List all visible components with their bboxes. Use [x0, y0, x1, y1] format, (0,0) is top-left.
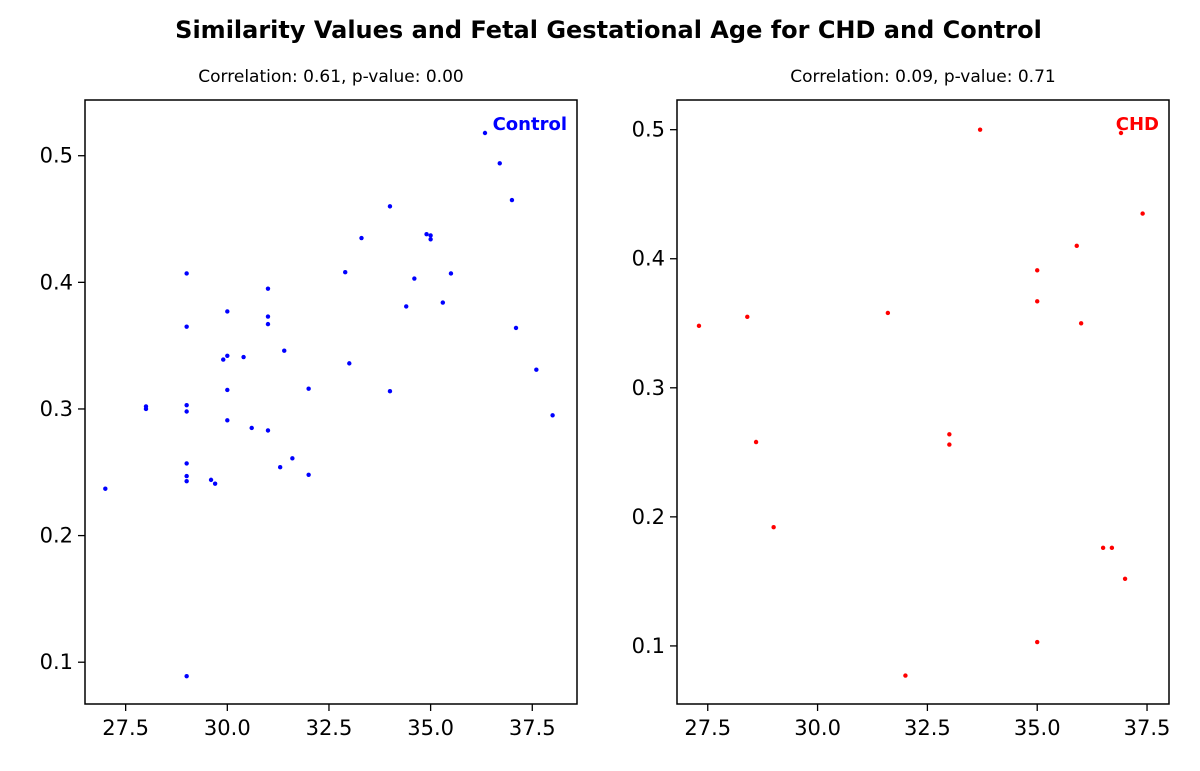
legend-label: CHD [1116, 114, 1159, 135]
data-point [265, 286, 271, 291]
data-point [184, 673, 189, 679]
data-point [947, 442, 952, 447]
legend-label: Control [493, 114, 567, 135]
data-point [1035, 268, 1040, 273]
x-tick-label: 32.5 [904, 716, 951, 740]
data-point [977, 127, 983, 132]
data-point [947, 432, 952, 437]
data-point [404, 304, 409, 309]
y-tick-label: 0.3 [632, 376, 665, 400]
y-tick-label: 0.2 [40, 524, 73, 548]
data-point [225, 353, 230, 358]
data-point [1078, 321, 1084, 326]
data-point [221, 357, 226, 362]
data-point [184, 409, 189, 414]
data-point [277, 465, 283, 470]
subplot-title: Correlation: 0.61, p-value: 0.00 [198, 67, 463, 87]
data-point [412, 276, 417, 281]
y-tick-label: 0.5 [632, 118, 665, 142]
data-point [343, 270, 348, 275]
x-tick-label: 30.0 [794, 716, 841, 740]
data-point [359, 235, 364, 241]
data-point [306, 472, 311, 478]
x-tick-label: 35.0 [407, 716, 454, 740]
data-point [448, 271, 454, 276]
x-tick-label: 30.0 [204, 716, 251, 740]
data-point [903, 673, 908, 678]
y-tick-label: 0.5 [40, 144, 73, 168]
data-point [208, 477, 214, 483]
data-point [265, 428, 271, 433]
data-point [550, 413, 555, 418]
data-point [249, 425, 254, 431]
data-point [184, 271, 189, 276]
data-point [387, 389, 393, 394]
data-point [184, 324, 189, 329]
x-tick-label: 37.5 [1124, 716, 1171, 740]
subplot-title: Correlation: 0.09, p-value: 0.71 [790, 67, 1055, 87]
data-point [225, 309, 230, 314]
scatter-panel-1: Correlation: 0.61, p-value: 0.00 27.5 30.0… [40, 67, 578, 740]
y-tick-label: 0.1 [632, 634, 665, 658]
data-point [1140, 211, 1145, 216]
axes-frame [676, 99, 1170, 705]
figure-title: Similarity Values and Fetal Gestational … [175, 16, 1042, 44]
data-point [103, 486, 108, 491]
data-point [771, 524, 776, 530]
x-tick-label: 27.5 [684, 716, 731, 740]
y-tick-label: 0.4 [632, 247, 665, 271]
data-point [184, 478, 189, 484]
data-point [225, 387, 230, 393]
data-point [184, 461, 189, 466]
data-point [1035, 299, 1040, 304]
data-point [347, 361, 352, 366]
data-point [513, 325, 519, 331]
data-point [1035, 639, 1040, 645]
data-point [753, 439, 759, 445]
data-point [212, 481, 218, 486]
data-point [290, 456, 295, 461]
scatter-panel-2: Correlation: 0.09, p-value: 0.71 27.5 30.0… [632, 67, 1171, 740]
data-point [184, 402, 189, 408]
data-point [885, 310, 891, 316]
data-point [265, 321, 271, 327]
y-tick-label: 0.4 [40, 270, 73, 294]
y-tick-label: 0.1 [40, 650, 73, 674]
data-point [387, 204, 393, 209]
data-point [745, 314, 750, 320]
data-point [497, 161, 502, 166]
x-tick-label: 37.5 [509, 716, 556, 740]
data-point [424, 232, 429, 237]
data-point [428, 237, 433, 242]
x-tick-label: 27.5 [102, 716, 149, 740]
data-point [265, 314, 271, 319]
data-point [1109, 545, 1115, 551]
data-point [282, 348, 287, 353]
x-tick-label: 35.0 [1014, 716, 1061, 740]
data-point [184, 473, 189, 479]
data-point [440, 300, 446, 305]
data-point [696, 323, 702, 329]
data-point [306, 386, 311, 391]
data-point [1074, 243, 1079, 249]
legend-marker [1118, 130, 1124, 136]
data-point [1100, 545, 1106, 551]
data-point [428, 233, 433, 238]
y-tick-label: 0.3 [40, 397, 73, 421]
data-point [241, 354, 246, 360]
data-point [509, 197, 515, 203]
data-point [534, 367, 539, 372]
axes-frame [84, 99, 578, 705]
x-tick-label: 32.5 [306, 716, 353, 740]
data-point [1122, 576, 1128, 582]
legend-marker [482, 130, 488, 136]
data-point [143, 406, 149, 412]
data-point [225, 418, 230, 423]
y-tick-label: 0.2 [632, 505, 665, 529]
